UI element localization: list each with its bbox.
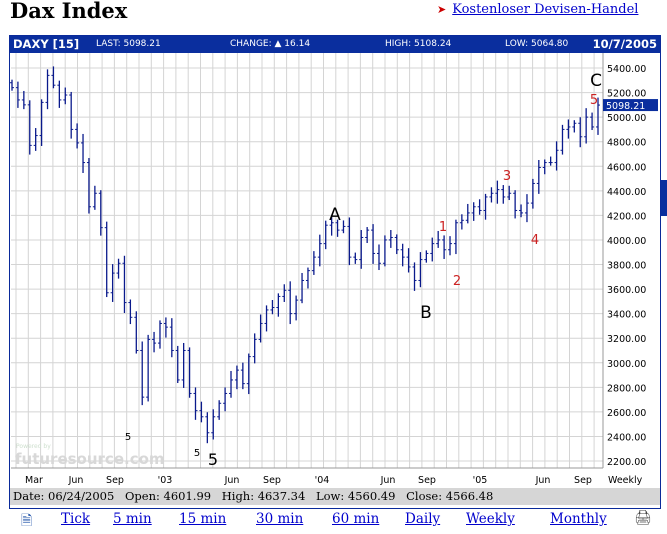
printer-icon[interactable]: 🖨 (634, 510, 652, 526)
high: HIGH: 5108.24 (385, 39, 452, 49)
bar-info: Date: 06/24/2005 Open: 4601.99 High: 463… (10, 488, 660, 505)
y-tick-label: 2400.00 (607, 432, 646, 443)
quote-date: 10/7/2005 (592, 37, 657, 51)
x-tick-label: Jun (68, 475, 84, 486)
change: CHANGE: ▲ 16.14 (230, 39, 311, 49)
x-tick-label: Sep (263, 475, 281, 486)
x-tick-label: '05 (473, 475, 488, 486)
y-tick-label: 3200.00 (607, 334, 646, 345)
watermark: futuresource.com (15, 450, 165, 468)
y-tick-label: 3400.00 (607, 310, 646, 321)
y-tick-label: 5400.00 (607, 64, 646, 75)
red-arrow-icon: ➤ (437, 3, 447, 16)
info-open: Open: 4601.99 (124, 489, 212, 503)
wave-label-5: 5 (590, 93, 598, 108)
wave-label-1: 1 (439, 220, 447, 235)
symbol: DAXY [15] (13, 37, 80, 51)
last-price-box (603, 99, 658, 112)
y-tick-label: 2600.00 (607, 408, 646, 419)
low: LOW: 5064.80 (505, 39, 569, 49)
link-5min[interactable]: 5 min (113, 511, 152, 527)
link-weekly[interactable]: Weekly (466, 511, 515, 527)
y-tick-label: 3600.00 (607, 285, 646, 296)
x-tick-label: Mar (25, 475, 43, 486)
wave-label-5: 5 (208, 450, 218, 469)
y-tick-label: 3800.00 (607, 261, 646, 272)
wave-label-5: 5 (125, 432, 131, 443)
email-page-icon[interactable]: 🗎 (21, 513, 33, 529)
y-tick-label: 5000.00 (607, 113, 646, 124)
info-close: Close: 4566.48 (406, 489, 494, 503)
x-tick-label: Sep (418, 475, 436, 486)
y-tick-label: 3000.00 (607, 359, 646, 370)
y-tick-label: 4400.00 (607, 187, 646, 198)
x-tick-label: Jun (380, 475, 396, 486)
link-30min[interactable]: 30 min (256, 511, 304, 527)
x-tick-label: '03 (158, 475, 173, 486)
chart-frame (9, 35, 661, 509)
interval-links: 🗎 Tick 5 min 15 min 30 min 60 min Daily … (0, 510, 667, 531)
x-tick-label: Jun (535, 475, 551, 486)
promo-link[interactable]: Kostenloser Devisen-Handel (452, 2, 639, 17)
y-tick-label: 2800.00 (607, 383, 646, 394)
link-60min[interactable]: 60 min (332, 511, 380, 527)
wave-label-4: 4 (531, 233, 539, 248)
watermark-small: Powered by (16, 443, 51, 450)
link-daily[interactable]: Daily (405, 511, 441, 527)
wave-label-3: 3 (503, 169, 511, 184)
side-panel-strip (661, 180, 667, 216)
wave-label-5: 5 (194, 448, 200, 459)
y-tick-label: 4800.00 (607, 138, 646, 149)
last-price: LAST: 5098.21 (96, 39, 161, 49)
y-tick-label: 5200.00 (607, 89, 646, 100)
info-low: Low: 4560.49 (315, 489, 396, 503)
last-price-label: 5098.21 (606, 101, 645, 112)
link-monthly[interactable]: Monthly (550, 511, 607, 527)
plot-area (10, 53, 604, 468)
y-tick-label: 2200.00 (607, 457, 646, 468)
link-15min[interactable]: 15 min (179, 511, 227, 527)
x-tick-label: Jun (224, 475, 240, 486)
y-tick-label: 4200.00 (607, 211, 646, 222)
y-tick-label: 4600.00 (607, 162, 646, 173)
link-tick[interactable]: Tick (61, 511, 91, 527)
y-tick-label: 4000.00 (607, 236, 646, 247)
interval-label: Weekly (608, 475, 643, 486)
wave-label-2: 2 (453, 274, 461, 289)
page-title: Dax Index (10, 0, 128, 23)
wave-label-C: C (590, 71, 602, 91)
promo: ➤ Kostenloser Devisen-Handel (437, 2, 638, 17)
x-tick-label: Sep (574, 475, 592, 486)
x-tick-label: '04 (315, 475, 330, 486)
info-high: High: 4637.34 (221, 489, 306, 503)
wave-label-A: A (329, 205, 341, 225)
info-date: Date: 06/24/2005 (13, 489, 115, 503)
x-tick-label: Sep (106, 475, 124, 486)
wave-label-B: B (420, 303, 432, 323)
quote-header: DAXY [15] LAST: 5098.21 CHANGE: ▲ 16.14 … (10, 36, 660, 53)
